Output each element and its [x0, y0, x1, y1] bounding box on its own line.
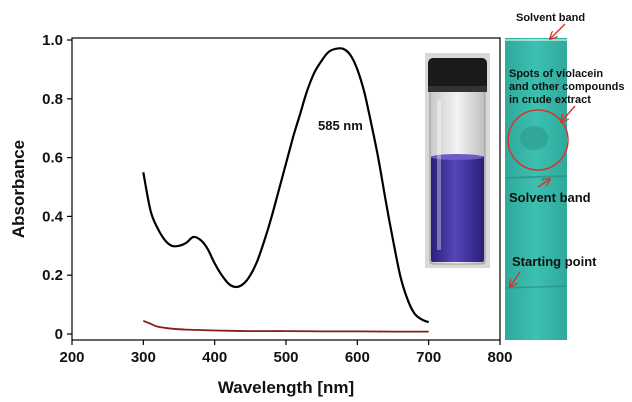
vial-reflection	[437, 100, 441, 250]
y-tick-label: 0.8	[42, 91, 63, 108]
vial-meniscus	[431, 154, 483, 160]
x-axis-title: Wavelength [nm]	[218, 378, 354, 397]
tlc-plate: Solvent band Spots of violacein and othe…	[504, 12, 625, 340]
tlc-plate-surface	[505, 38, 567, 340]
y-tick-label: 0.2	[42, 267, 63, 284]
y-tick-label: 0	[55, 326, 63, 343]
vial-cap	[428, 58, 487, 92]
vial-photo	[425, 53, 490, 268]
y-tick-label: 0.4	[42, 208, 64, 225]
series-layer	[142, 47, 430, 333]
peak-annotation: 585 nm	[318, 118, 363, 133]
x-tick-label: 800	[487, 349, 512, 366]
tlc-label-spots-line1: Spots of violacein	[509, 68, 603, 80]
tlc-label-solvent-band: Solvent band	[509, 190, 591, 205]
x-tick-label: 400	[202, 349, 227, 366]
tlc-label-starting-point: Starting point	[512, 254, 597, 269]
series-line-baseline	[142, 319, 429, 333]
tlc-spot	[520, 126, 548, 150]
x-tick-label: 200	[59, 349, 84, 366]
tlc-label-solvent-band-top: Solvent band	[516, 12, 585, 24]
tlc-label-spots-line2: and other compounds	[509, 81, 625, 93]
arrow-solvent-band	[537, 179, 550, 188]
arrow-spots	[561, 105, 576, 122]
x-tick-label: 500	[273, 349, 298, 366]
y-axis-ticks: 0 0.2 0.4 0.6 0.8 1.0	[42, 32, 72, 343]
arrow-starting-point	[510, 271, 521, 287]
tlc-spot-circle	[507, 109, 569, 171]
tlc-solvent-band-line	[504, 175, 568, 179]
x-tick-label: 300	[131, 349, 156, 366]
y-axis-title: Absorbance	[9, 140, 28, 238]
x-tick-label: 700	[416, 349, 441, 366]
vial-cap-rim	[428, 86, 487, 92]
series-line-violacein	[142, 47, 430, 324]
tlc-label-spots-line3: in crude extract	[509, 94, 591, 106]
y-tick-label: 0.6	[42, 150, 63, 167]
arrow-solvent-band-top	[550, 23, 566, 39]
y-tick-label: 1.0	[42, 32, 63, 49]
x-axis-ticks: 200 300 400 500 600 700 800	[59, 340, 513, 366]
vial-liquid	[431, 156, 484, 262]
x-tick-label: 600	[345, 349, 370, 366]
